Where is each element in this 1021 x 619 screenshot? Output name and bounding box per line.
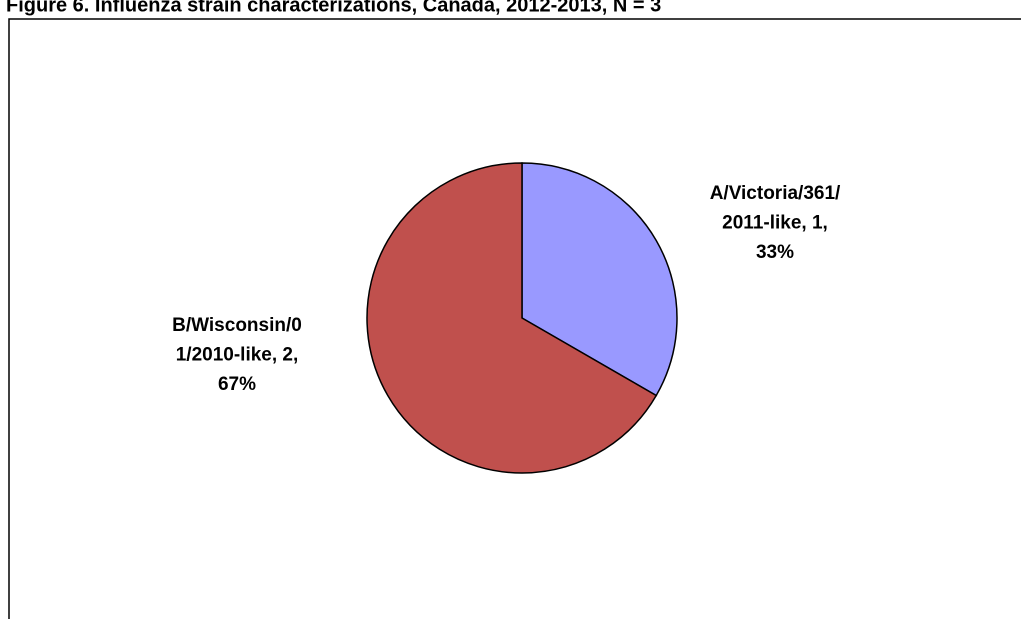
data-label: A/Victoria/361/	[710, 183, 841, 204]
pie-slice	[366, 162, 658, 474]
data-label: B/Wisconsin/0	[172, 315, 302, 336]
pie-slice	[521, 162, 678, 397]
data-label: 67%	[218, 374, 256, 395]
data-label: 33%	[756, 242, 794, 263]
data-label: 1/2010-like, 2,	[176, 345, 299, 366]
chart-title: Figure 6. Influenza strain characterizat…	[6, 0, 661, 16]
data-label: 2011-like, 1,	[722, 213, 828, 234]
